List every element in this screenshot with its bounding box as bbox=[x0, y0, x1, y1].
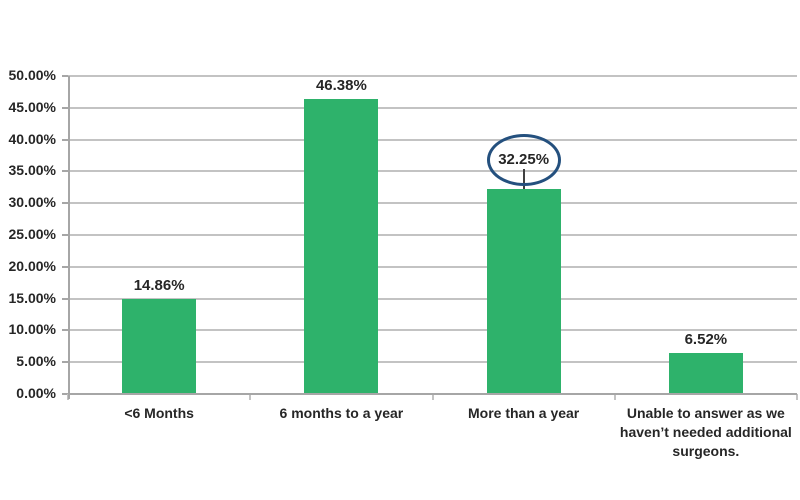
gridline bbox=[68, 75, 797, 77]
y-axis-tick bbox=[62, 138, 68, 141]
bar bbox=[122, 299, 197, 394]
gridline bbox=[68, 297, 797, 300]
annotation-ellipse bbox=[486, 133, 561, 186]
y-axis-tick bbox=[62, 329, 68, 332]
y-axis-tick bbox=[62, 361, 68, 364]
y-axis-tick-label: 5.00% bbox=[16, 353, 56, 370]
x-axis-tick bbox=[431, 394, 434, 400]
gridline bbox=[68, 106, 797, 109]
x-axis-line bbox=[68, 393, 797, 395]
gridline bbox=[68, 329, 797, 332]
category-label: Unable to answer as we haven’t needed ad… bbox=[619, 405, 792, 459]
y-axis-tick bbox=[62, 265, 68, 268]
y-axis-tick-label: 35.00% bbox=[8, 162, 56, 179]
gridline bbox=[68, 170, 797, 173]
gridline bbox=[68, 138, 797, 141]
y-axis-tick-label: 0.00% bbox=[16, 385, 56, 401]
y-axis-tick-label: 10.00% bbox=[8, 321, 56, 338]
gridline bbox=[68, 202, 797, 205]
x-axis-tick bbox=[796, 394, 798, 400]
gridline bbox=[68, 265, 797, 268]
bar-value-label: 6.52% bbox=[684, 330, 728, 348]
y-axis-tick-label: 50.00% bbox=[8, 67, 56, 83]
y-axis-tick bbox=[62, 106, 68, 109]
bar bbox=[486, 188, 561, 394]
y-axis-tick bbox=[62, 202, 68, 205]
y-axis-line bbox=[68, 76, 70, 399]
category-label: More than a year bbox=[467, 405, 580, 421]
y-axis-tick bbox=[62, 170, 68, 173]
category-label: 6 months to a year bbox=[279, 405, 404, 421]
y-axis-tick bbox=[62, 393, 68, 395]
bar bbox=[304, 99, 379, 394]
bar bbox=[668, 352, 743, 394]
y-axis-tick-label: 40.00% bbox=[8, 130, 56, 147]
gridline bbox=[68, 361, 797, 364]
category-label: <6 Months bbox=[124, 405, 194, 421]
gridline bbox=[68, 234, 797, 236]
y-axis-tick-label: 20.00% bbox=[8, 257, 56, 274]
y-axis-tick-label: 15.00% bbox=[8, 289, 56, 306]
y-axis-tick bbox=[62, 75, 68, 77]
bar-value-label: 46.38% bbox=[315, 77, 367, 95]
bar-value-label: 14.86% bbox=[133, 277, 185, 295]
y-axis-tick-label: 45.00% bbox=[8, 98, 56, 115]
y-axis-tick-label: 25.00% bbox=[8, 226, 56, 242]
x-axis-tick bbox=[249, 394, 252, 400]
y-axis-tick bbox=[62, 297, 68, 300]
y-axis-tick-label: 30.00% bbox=[8, 194, 56, 211]
y-axis-tick bbox=[62, 234, 68, 236]
x-axis-tick bbox=[613, 394, 616, 400]
